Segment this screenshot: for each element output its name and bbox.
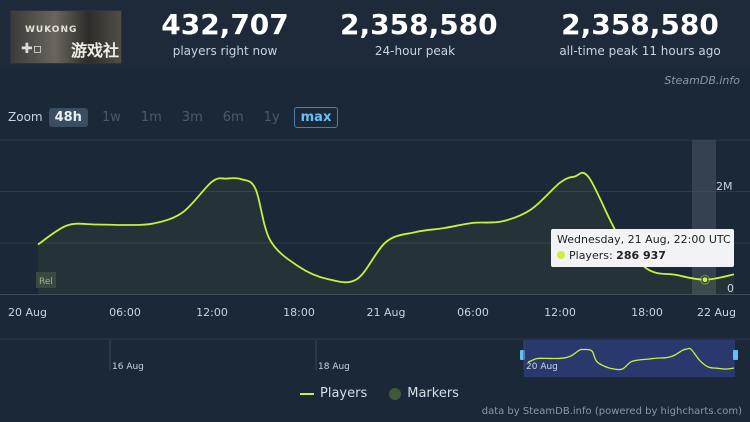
brand-link[interactable]: SteamDB.info (664, 74, 740, 87)
tooltip-date: Wednesday, 21 Aug, 22:00 UTC (557, 233, 731, 246)
stat-all-time-peak-value: 2,358,580 (561, 8, 719, 41)
credit-text: data by SteamDB.info (powered by highcha… (481, 406, 742, 417)
chart-legend: Players Markers (300, 386, 481, 401)
zoom-1w-button[interactable]: 1w (101, 109, 121, 125)
stats-header: WUKONG ✚▫ 游戏社 432,707 players right now … (0, 0, 750, 70)
navigator-label-16aug: 16 Aug (112, 362, 144, 372)
navigator-label-20aug: 20 Aug (526, 362, 558, 372)
release-marker[interactable] (36, 272, 56, 288)
players-line-icon (300, 392, 314, 395)
x-tick-label: 12:00 (196, 306, 228, 319)
navigator-handle-right[interactable] (733, 350, 738, 360)
stat-current-value: 432,707 (161, 8, 289, 41)
zoom-label: Zoom (8, 110, 43, 124)
tooltip-row: Players: 286 937 (557, 249, 666, 262)
x-tick-label: 12:00 (544, 306, 576, 319)
stat-24h-peak: 2,358,580 24-hour peak (340, 8, 498, 60)
legend-markers[interactable]: Markers (389, 386, 459, 401)
controller-icon: ✚▫ (21, 41, 43, 57)
game-thumbnail[interactable]: WUKONG ✚▫ 游戏社 (10, 10, 122, 64)
x-tick-label: 21 Aug (367, 306, 406, 319)
zoom-3m-button[interactable]: 3m (181, 109, 203, 125)
stat-all-time-peak: 2,358,580 all-time peak 11 hours ago (550, 8, 730, 60)
annotation-rel: Rel (39, 277, 53, 287)
x-tick-label: 18:00 (631, 306, 663, 319)
tooltip-series-label: Players: (569, 249, 613, 262)
zoom-48h-button[interactable]: 48h (48, 107, 88, 127)
player-chart[interactable]: Rel 20 Aug 06:00 12:00 18:00 21 Aug 06:00 12:0… (0, 0, 750, 390)
zoom-max-button[interactable]: max (293, 106, 339, 128)
data-tooltip: Wednesday, 21 Aug, 22:00 UTC Players: 28… (551, 229, 734, 267)
x-tick-label: 06:00 (457, 306, 489, 319)
stat-all-time-peak-label: all-time peak 11 hours ago (559, 44, 721, 58)
game-glyphs: 游戏社 (71, 41, 120, 60)
zoom-6m-button[interactable]: 6m (222, 109, 244, 125)
hover-point[interactable] (701, 276, 709, 284)
zoom-1y-button[interactable]: 1y (263, 109, 280, 125)
stat-current-label: players right now (172, 44, 278, 58)
tooltip-value: 286 937 (616, 249, 666, 262)
zoom-1m-button[interactable]: 1m (140, 109, 162, 125)
legend-players-label: Players (320, 386, 368, 401)
legend-markers-label: Markers (407, 386, 459, 401)
legend-players[interactable]: Players (300, 386, 367, 401)
stat-24h-peak-label: 24-hour peak (374, 44, 456, 58)
players-series-line[interactable] (37, 171, 735, 284)
x-tick-label: 06:00 (109, 306, 141, 319)
stat-current: 432,707 players right now (150, 8, 300, 60)
x-tick-label: 22 Aug (697, 306, 736, 319)
tooltip-series-dot (557, 251, 565, 259)
y-tick-2m: 2M (716, 180, 733, 193)
x-tick-label: 18:00 (283, 306, 315, 319)
y-tick-0: 0 (727, 282, 734, 295)
zoom-controls: Zoom 48h 1w 1m 3m 6m 1y max (8, 106, 346, 128)
crosshair-band (692, 140, 716, 295)
game-title: WUKONG (25, 25, 78, 35)
stat-24h-peak-value: 2,358,580 (340, 8, 498, 41)
navigator-label-18aug: 18 Aug (318, 362, 350, 372)
markers-dot-icon (389, 387, 402, 400)
navigator-series-line (527, 347, 735, 371)
x-tick-label: 20 Aug (8, 306, 47, 319)
